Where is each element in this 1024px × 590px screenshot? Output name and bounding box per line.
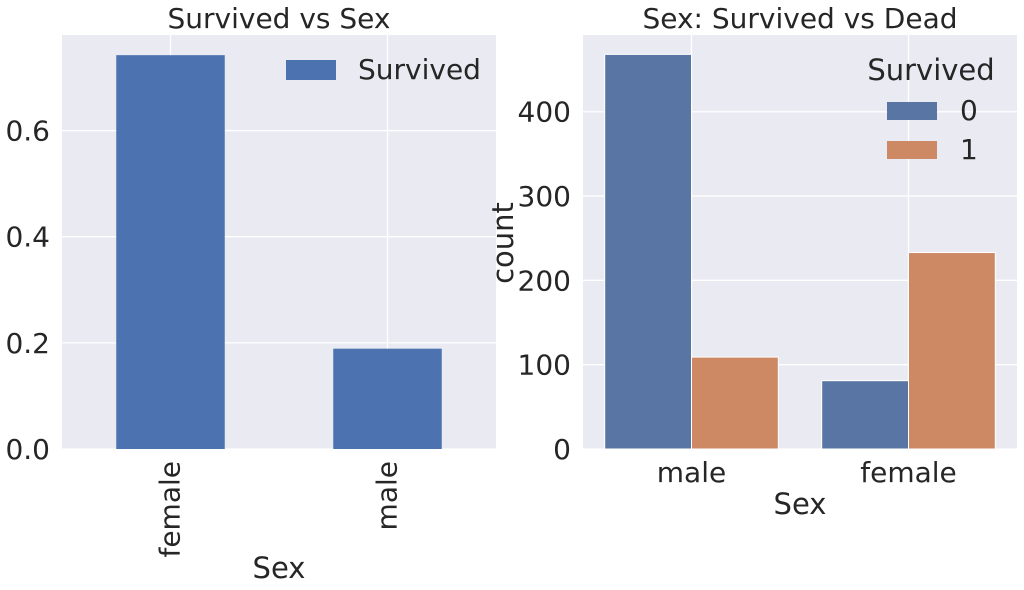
chart-title: Survived vs Sex: [168, 2, 391, 35]
y-tick-label: 0.4: [5, 221, 50, 254]
bar-female-survived-1: [908, 252, 996, 450]
bars: [116, 55, 442, 450]
legend-swatch-survived: [286, 60, 336, 80]
bar-female-survived-0: [821, 380, 910, 450]
y-axis-label: count: [486, 202, 520, 284]
bar-male-survived-0: [604, 53, 693, 450]
x-tick-label-male: male: [657, 456, 726, 489]
y-tick-label: 400: [518, 96, 571, 129]
y-tick-labels: 0 100 200 300 400: [518, 96, 571, 466]
legend-label-survived: Survived: [358, 53, 481, 86]
y-tick-label: 0: [553, 433, 571, 466]
legend: Survived 0 1: [867, 53, 994, 166]
x-tick-labels: female male: [154, 461, 404, 558]
bar-female: [116, 55, 225, 450]
y-tick-label: 0.2: [5, 327, 50, 360]
chart-sex-survived-vs-dead: 0 100 200 300 400 male female Sex: Survived v…: [486, 2, 1017, 521]
x-axis-label: Sex: [774, 487, 827, 521]
y-tick-label: 300: [518, 180, 571, 213]
y-tick-label: 200: [518, 264, 571, 297]
legend-swatch-1: [887, 141, 937, 159]
y-tick-label: 0.6: [5, 115, 50, 148]
legend-label-1: 1: [960, 133, 978, 166]
legend-label-0: 0: [960, 94, 978, 127]
x-tick-label-female: female: [860, 456, 957, 489]
x-tick-label-female: female: [154, 461, 187, 558]
y-tick-label: 0.0: [5, 433, 50, 466]
legend-title: Survived: [867, 53, 994, 87]
legend-swatch-0: [887, 102, 937, 120]
y-tick-label: 100: [518, 349, 571, 382]
x-tick-label-male: male: [371, 461, 404, 530]
legend: Survived: [286, 53, 481, 86]
bars: [604, 53, 996, 450]
bar-male: [333, 348, 442, 449]
y-tick-labels: 0.0 0.2 0.4 0.6: [5, 115, 50, 466]
x-tick-labels: male female: [657, 456, 957, 489]
x-axis-label: Sex: [253, 551, 306, 585]
chart-survived-vs-sex: 0.00.20.40.6 female male Survived vs Sex …: [5, 2, 496, 585]
chart-title: Sex: Survived vs Dead: [642, 2, 957, 35]
bar-male-survived-1: [691, 356, 779, 450]
